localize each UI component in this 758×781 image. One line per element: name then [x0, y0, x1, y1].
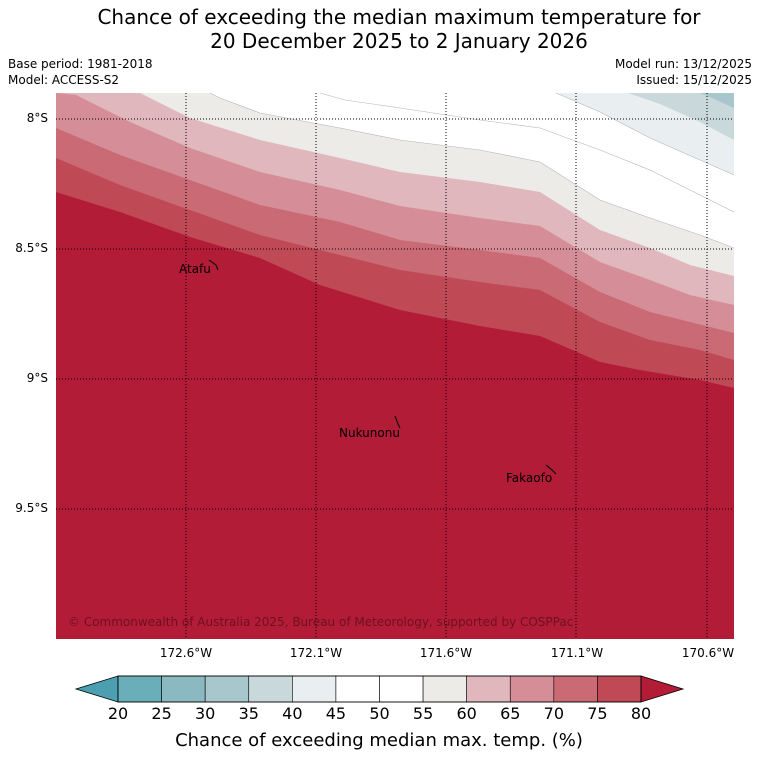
lon-label-171-1: 171.1°W	[550, 646, 604, 660]
lon-label-171-6: 171.6°W	[419, 646, 473, 660]
colorbar-tick-label: 45	[325, 704, 347, 723]
graticule	[56, 93, 734, 639]
colorbar-tick-label: 40	[282, 704, 303, 723]
meta-right: Model run: 13/12/2025 Issued: 15/12/2025	[615, 56, 752, 88]
map-title-line2: 20 December 2025 to 2 January 2026	[210, 29, 588, 53]
colorbar-cell	[161, 675, 206, 703]
colorbar-tick-label: 55	[412, 704, 434, 723]
colorbar-tick-label: 65	[500, 704, 521, 723]
colorbar-tick-label: 35	[238, 704, 259, 723]
colorbar-cells	[117, 675, 642, 703]
atafu-shape	[208, 259, 219, 271]
colorbar-tick-label: 75	[587, 704, 608, 723]
place-atafu: Atafu	[179, 262, 211, 276]
lon-label-172-1: 172.1°W	[289, 646, 343, 660]
colorbar-cell	[422, 675, 467, 703]
colorbar-cell	[292, 675, 337, 703]
lat-label-8: 8°S	[26, 111, 48, 125]
band-25-30	[700, 93, 734, 108]
map-title-line1: Chance of exceeding the median maximum t…	[97, 5, 701, 29]
colorbar-under-arrow	[74, 675, 119, 703]
colorbar-tick-label: 20	[107, 704, 129, 723]
colorbar-tick-label: 25	[151, 704, 172, 723]
colorbar-tick-label: 70	[543, 704, 564, 723]
colorbar-tick-label: 60	[456, 704, 477, 723]
colorbar-cell	[379, 675, 424, 703]
nukunonu-shape	[394, 415, 401, 429]
contour-lines	[209, 92, 735, 249]
place-nukunonu: Nukunonu	[339, 426, 400, 440]
colorbar-cell	[553, 675, 598, 703]
colorbar	[74, 675, 685, 703]
colorbar-cell	[466, 675, 511, 703]
lat-label-9: 9°S	[26, 371, 48, 385]
lon-label-172-6: 172.6°W	[159, 646, 213, 660]
colorbar-cell	[509, 675, 555, 703]
lat-label-9-5: 9.5°S	[15, 501, 48, 515]
colorbar-cell	[248, 675, 293, 703]
colorbar-cell	[597, 675, 642, 703]
map-panel: Atafu Nukunonu Fakaofo © Commonwealth of…	[56, 92, 735, 639]
colorbar-cell	[117, 675, 162, 703]
lon-label-170-6: 170.6°W	[681, 646, 735, 660]
copyright-notice: © Commonwealth of Australia 2025, Bureau…	[68, 615, 573, 629]
place-fakaofo: Fakaofo	[506, 471, 552, 485]
colorbar-cell	[204, 675, 250, 703]
colorbar-frame	[117, 675, 642, 703]
colorbar-label: Chance of exceeding median max. temp. (%…	[175, 730, 583, 751]
base-period: Base period: 1981-2018	[8, 57, 153, 71]
colorbar-tick-label: 50	[369, 704, 390, 723]
colorbar-cell	[335, 675, 380, 703]
colorbar-over-arrow	[640, 675, 685, 703]
colorbar-tick-label: 30	[194, 704, 216, 723]
meta-left: Base period: 1981-2018 Model: ACCESS-S2	[8, 56, 153, 88]
fakaofo-shape	[545, 464, 557, 475]
model-run: Model run: 13/12/2025	[614, 57, 752, 71]
atolls	[208, 259, 557, 475]
colorbar-tick-label: 80	[630, 704, 652, 723]
model-name: Model: ACCESS-S2	[8, 73, 120, 87]
lat-label-8-5: 8.5°S	[15, 241, 48, 255]
issued-date: Issued: 15/12/2025	[636, 73, 752, 87]
map-title: Chance of exceeding the median maximum t…	[0, 5, 758, 53]
band-30-35	[628, 93, 734, 140]
